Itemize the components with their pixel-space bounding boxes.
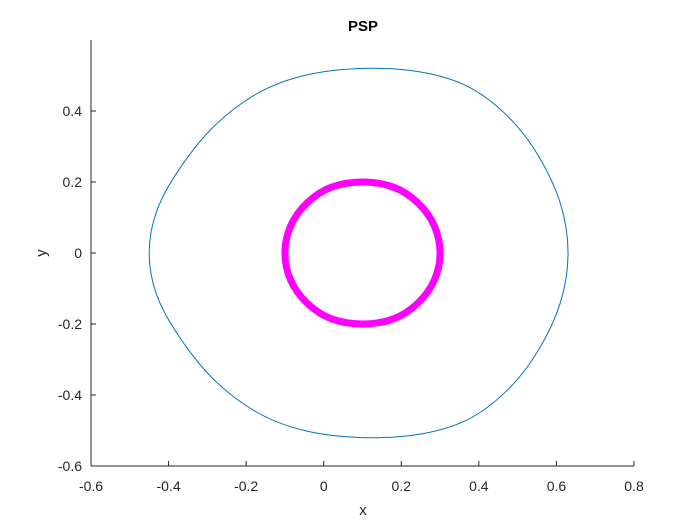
y-tick-label: -0.6 (58, 458, 82, 474)
x-tick-label: 0.8 (624, 478, 644, 494)
y-tick-label: 0.2 (63, 174, 83, 190)
y-axis-label: y (33, 249, 50, 257)
y-axis-ticks: -0.6 -0.4 -0.2 0 0.2 0.4 (58, 103, 96, 474)
x-tick-label: 0 (320, 478, 328, 494)
chart-title: PSP (348, 18, 378, 35)
y-tick-label: 0.4 (63, 103, 83, 119)
x-axis-ticks: -0.6 -0.4 -0.2 0 0.2 0.4 0.6 0.8 (79, 461, 644, 494)
x-tick-label: 0.2 (392, 478, 412, 494)
series-curve-2 (281, 178, 444, 328)
x-tick-label: 0.6 (547, 478, 567, 494)
x-tick-label: -0.6 (79, 478, 103, 494)
x-tick-label: 0.4 (469, 478, 489, 494)
series-layer (148, 67, 569, 439)
x-tick-label: -0.4 (157, 478, 181, 494)
y-tick-label: -0.4 (58, 387, 82, 403)
x-tick-label: -0.2 (234, 478, 258, 494)
y-tick-label: -0.2 (58, 316, 82, 332)
series-curve-1 (148, 67, 569, 439)
x-axis-label: x (359, 502, 367, 519)
y-tick-label: 0 (74, 245, 82, 261)
